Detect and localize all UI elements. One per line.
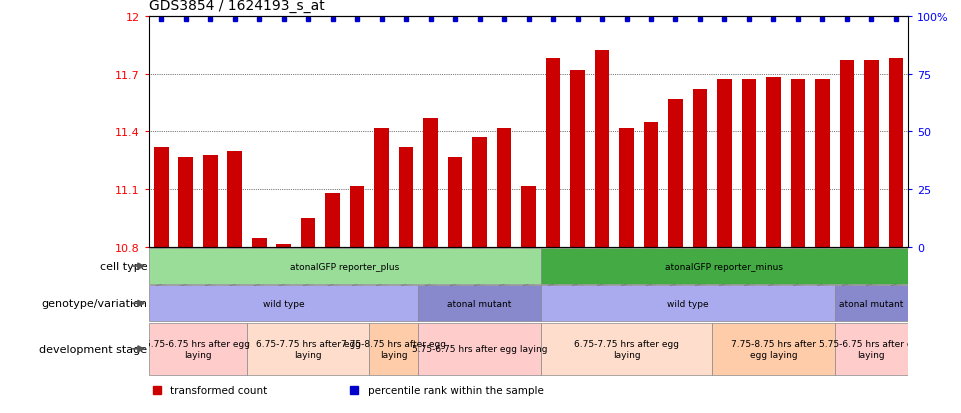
Bar: [619, 128, 634, 248]
Bar: [472, 138, 487, 248]
Bar: [418, 323, 541, 375]
Bar: [423, 119, 438, 248]
Text: wild type: wild type: [263, 299, 305, 308]
Bar: [369, 323, 418, 375]
Bar: [179, 157, 193, 248]
Bar: [521, 186, 536, 248]
Bar: [203, 155, 217, 248]
Bar: [595, 51, 609, 248]
Bar: [742, 80, 756, 248]
Bar: [644, 123, 658, 248]
Bar: [149, 249, 541, 284]
Text: GDS3854 / 1624193_s_at: GDS3854 / 1624193_s_at: [149, 0, 325, 13]
Bar: [301, 219, 315, 248]
Bar: [399, 147, 413, 248]
Text: 6.75-7.75 hrs after egg
laying: 6.75-7.75 hrs after egg laying: [574, 339, 679, 358]
Text: atonal mutant: atonal mutant: [839, 299, 903, 308]
Text: 5.75-6.75 hrs after egg
laying: 5.75-6.75 hrs after egg laying: [145, 339, 251, 358]
Bar: [889, 59, 903, 248]
Text: atonalGFP reporter_minus: atonalGFP reporter_minus: [665, 262, 783, 271]
Text: 5.75-6.75 hrs after egg
laying: 5.75-6.75 hrs after egg laying: [819, 339, 924, 358]
Bar: [541, 249, 908, 284]
Bar: [350, 186, 364, 248]
Text: 5.75-6.75 hrs after egg laying: 5.75-6.75 hrs after egg laying: [412, 344, 548, 354]
Bar: [717, 80, 732, 248]
Bar: [228, 152, 242, 248]
Text: transformed count: transformed count: [170, 385, 267, 395]
Bar: [546, 59, 560, 248]
Text: atonal mutant: atonal mutant: [448, 299, 512, 308]
Bar: [418, 286, 541, 321]
Bar: [570, 71, 585, 248]
Bar: [712, 323, 835, 375]
Text: 7.75-8.75 hrs after egg
laying: 7.75-8.75 hrs after egg laying: [341, 339, 446, 358]
Bar: [840, 61, 854, 248]
Bar: [693, 90, 707, 248]
Bar: [541, 323, 712, 375]
Text: cell type: cell type: [100, 261, 147, 271]
Bar: [149, 323, 247, 375]
Text: development stage: development stage: [39, 344, 147, 354]
Text: 7.75-8.75 hrs after
egg laying: 7.75-8.75 hrs after egg laying: [731, 339, 816, 358]
Bar: [864, 61, 878, 248]
Bar: [791, 80, 805, 248]
Text: genotype/variation: genotype/variation: [41, 299, 147, 309]
Text: 6.75-7.75 hrs after egg
laying: 6.75-7.75 hrs after egg laying: [256, 339, 360, 358]
Bar: [668, 100, 683, 248]
Text: atonalGFP reporter_plus: atonalGFP reporter_plus: [290, 262, 400, 271]
Text: wild type: wild type: [667, 299, 708, 308]
Bar: [154, 147, 168, 248]
Bar: [835, 286, 908, 321]
Bar: [277, 244, 291, 248]
Text: percentile rank within the sample: percentile rank within the sample: [368, 385, 544, 395]
Bar: [448, 157, 462, 248]
Bar: [815, 80, 829, 248]
Bar: [835, 323, 908, 375]
Bar: [325, 194, 340, 248]
Bar: [766, 78, 780, 248]
Bar: [149, 286, 418, 321]
Bar: [247, 323, 369, 375]
Bar: [374, 128, 389, 248]
Bar: [497, 128, 511, 248]
Bar: [541, 286, 835, 321]
Bar: [252, 238, 266, 248]
